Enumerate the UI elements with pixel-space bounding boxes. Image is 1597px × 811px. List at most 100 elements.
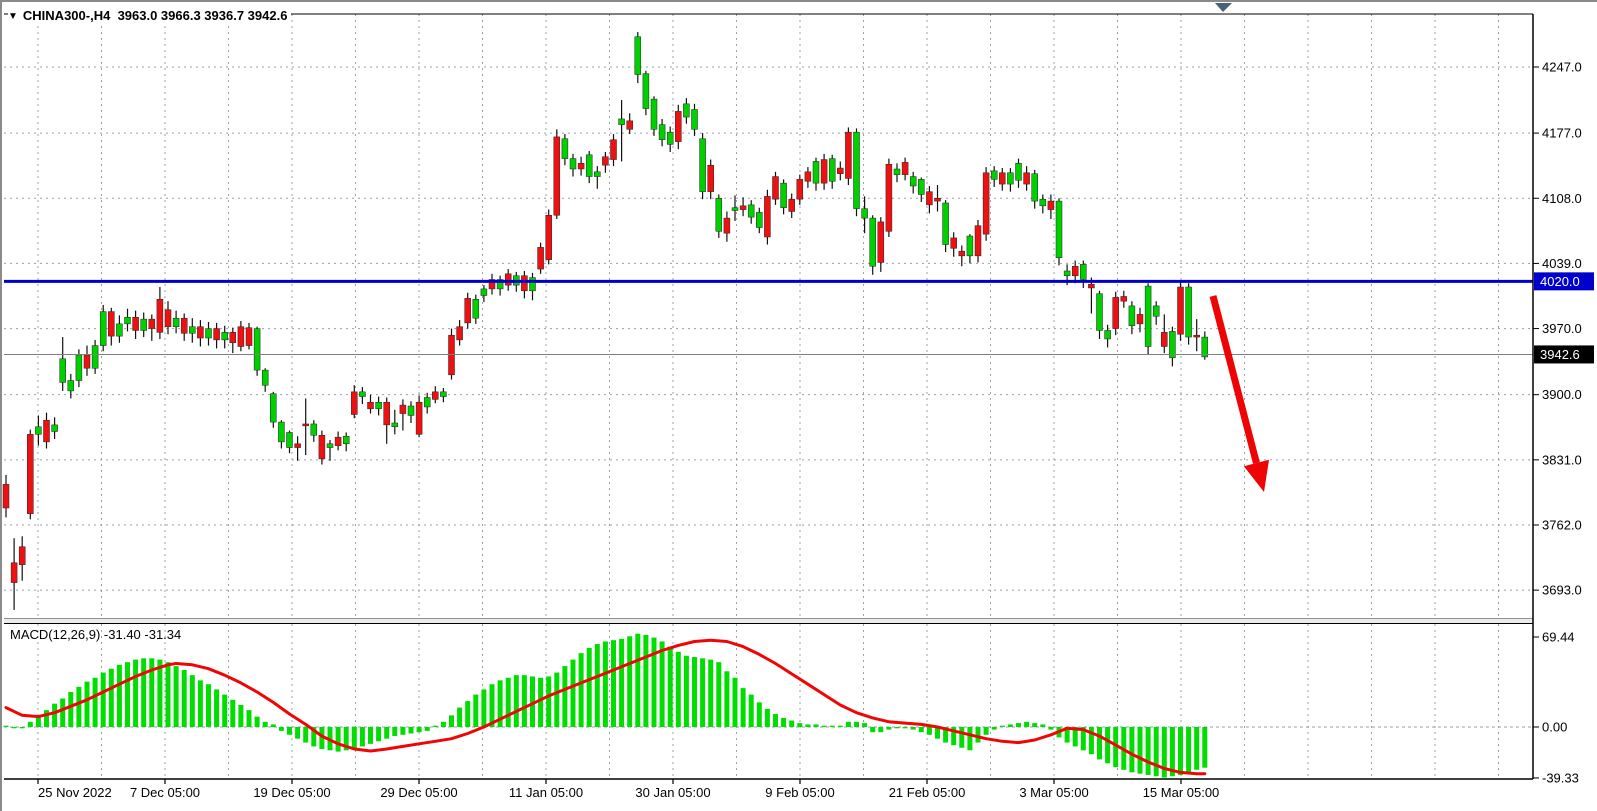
macd-histogram-bar — [554, 672, 560, 727]
macd-histogram-bar — [1072, 727, 1078, 747]
trend-arrow-shaft[interactable] — [1209, 295, 1260, 464]
macd-histogram-bar — [335, 727, 341, 752]
macd-histogram-bar — [35, 716, 41, 727]
candle-body — [788, 198, 795, 212]
macd-histogram-bar — [1097, 727, 1102, 760]
time-axis-label: 9 Feb 05:00 — [765, 785, 834, 800]
candle-body — [699, 138, 706, 192]
candle-body — [942, 202, 949, 245]
macd-histogram-bar — [740, 688, 746, 727]
candle-body — [974, 225, 982, 257]
price-badge — [1534, 272, 1594, 291]
candle-body — [432, 391, 439, 400]
macd-histogram-bar — [505, 677, 511, 727]
time-axis-label: 3 Mar 05:00 — [1019, 785, 1088, 800]
candle-body — [723, 217, 731, 234]
candle-body — [982, 172, 990, 235]
macd-histogram-bar — [359, 727, 365, 747]
candle-body — [245, 327, 253, 346]
macd-histogram-bar — [1024, 721, 1030, 727]
macd-axis-label: 0.00 — [1542, 720, 1567, 735]
macd-histogram-bar — [845, 721, 851, 727]
candle-body — [1104, 330, 1111, 340]
candle-body — [383, 401, 390, 426]
candle-body — [594, 171, 601, 177]
macd-histogram-bar — [181, 669, 187, 727]
time-axis-label: 19 Dec 05:00 — [253, 785, 330, 800]
macd-histogram-bar — [473, 694, 479, 727]
candle-body — [221, 332, 228, 341]
macd-histogram-bar — [108, 668, 114, 727]
trend-arrow-head[interactable] — [1243, 459, 1270, 492]
candle-body — [885, 164, 893, 232]
macd-histogram-bar — [716, 662, 722, 727]
candle-body — [124, 316, 131, 325]
time-axis-label: 25 Nov 2022 — [38, 785, 112, 800]
panel-separator[interactable] — [4, 618, 1533, 624]
candle-body — [1193, 334, 1200, 338]
macd-histogram-bar — [1186, 727, 1192, 773]
macd-histogram-bar — [756, 702, 762, 727]
candle-body — [116, 323, 123, 337]
candle-body — [302, 423, 309, 427]
macd-histogram-bar — [84, 681, 90, 727]
indicator-label: MACD(12,26,9) -31.40 -31.34 — [10, 627, 182, 642]
candle-body — [504, 273, 512, 286]
candle-body — [731, 207, 739, 211]
candle-body — [440, 391, 447, 397]
chart-title: ▼ CHINA300-,H4 3963.0 3966.3 3936.7 3942.… — [8, 8, 292, 23]
candle-body — [375, 401, 382, 410]
macd-histogram-bar — [700, 658, 706, 727]
candle-body — [1063, 270, 1071, 276]
macd-histogram-bar — [44, 710, 49, 727]
macd-histogram-bar — [214, 689, 220, 727]
candle-body — [359, 391, 366, 397]
macd-histogram-bar — [125, 662, 130, 727]
candle-body — [172, 317, 180, 327]
candle-body — [739, 205, 747, 210]
macd-histogram-bar — [643, 634, 649, 727]
candle-body — [853, 131, 860, 209]
scroll-position-marker-icon[interactable] — [1215, 3, 1232, 12]
macd-histogram-bar — [1194, 727, 1200, 770]
macd-histogram-bar — [116, 664, 122, 727]
candle-body — [715, 198, 723, 232]
price-axis-label: 4247.0 — [1542, 60, 1582, 75]
candle-body — [650, 98, 658, 130]
candle-body — [537, 247, 544, 270]
candle-body — [189, 326, 196, 334]
macd-histogram-bar — [627, 636, 633, 727]
macd-histogram-bar — [667, 646, 673, 727]
candle-body — [1071, 265, 1079, 276]
macd-histogram-bar — [52, 703, 58, 727]
time-axis-label: 21 Feb 05:00 — [889, 785, 966, 800]
candle-body — [747, 204, 755, 218]
macd-histogram-bar — [319, 727, 325, 750]
macd-histogram-bar — [424, 727, 430, 731]
macd-histogram-bar — [197, 680, 203, 727]
macd-histogram-bar — [1169, 727, 1175, 777]
candle-body — [893, 168, 901, 175]
candle-body — [391, 422, 399, 428]
macd-histogram-bar — [1161, 727, 1167, 778]
candle-body — [901, 162, 909, 175]
candle-body — [804, 171, 812, 182]
candle-body — [83, 354, 91, 369]
macd-histogram-bar — [133, 659, 139, 727]
candle-body — [1161, 332, 1168, 347]
macd-histogram-bar — [1064, 727, 1070, 743]
macd-histogram-bar — [805, 724, 811, 727]
candle-body — [642, 73, 650, 109]
macd-histogram-bar — [999, 725, 1005, 727]
macd-histogram-bar — [489, 684, 495, 727]
candle-body — [488, 279, 496, 290]
macd-histogram-bar — [708, 659, 714, 727]
macd-histogram-bar — [862, 723, 868, 727]
candle-body — [1023, 172, 1030, 185]
candle-body — [229, 332, 237, 343]
candle-body — [772, 176, 779, 200]
macd-histogram-bar — [68, 692, 74, 727]
symbol-dropdown-icon[interactable]: ▼ — [8, 11, 18, 22]
